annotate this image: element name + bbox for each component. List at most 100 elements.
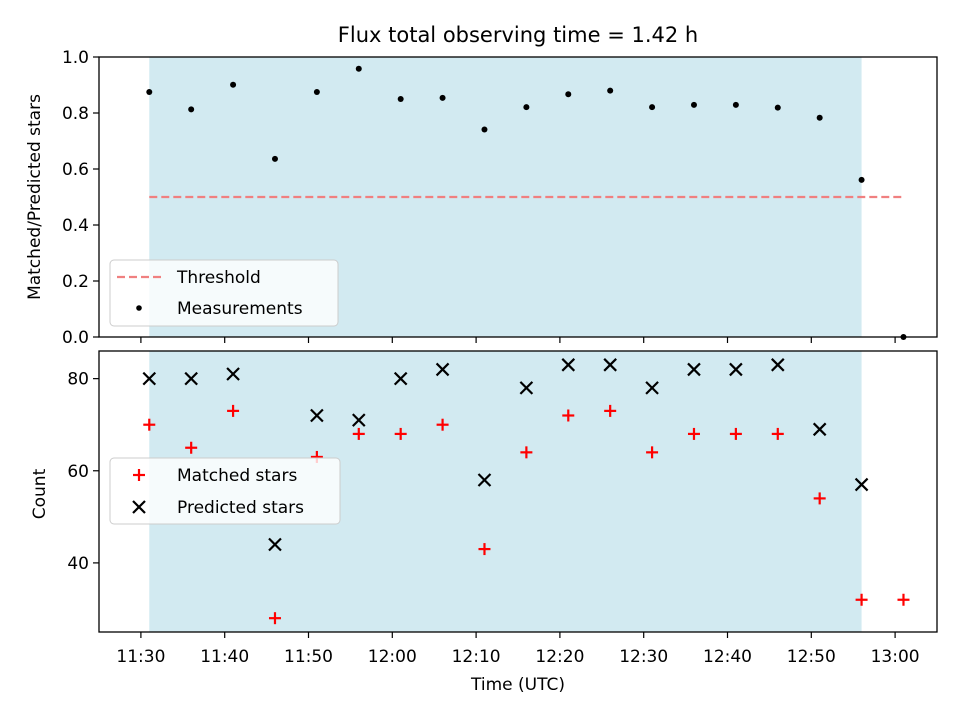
x-tick-label: 11:40 [200, 647, 249, 667]
top-y-tick-label: 0.2 [62, 272, 89, 292]
predicted-star-point [352, 413, 366, 427]
measurement-point [774, 104, 781, 111]
matched-star-point [604, 404, 617, 417]
legend-measurements-label: Measurements [177, 299, 303, 319]
matched-star-point [143, 418, 156, 431]
predicted-star-point [519, 381, 534, 395]
x-axis-label: Time (UTC) [470, 675, 565, 695]
bottom-y-tick-label: 60 [67, 462, 89, 482]
matched-star-point [646, 446, 659, 459]
top-y-axis-label: Matched/Predicted stars [25, 94, 45, 300]
predicted-star-point [435, 362, 450, 377]
matched-star-point [813, 492, 826, 505]
top-y-tick-label: 0.8 [62, 104, 89, 124]
legend-predicted-swatch [132, 500, 146, 514]
measurement-point [397, 96, 404, 102]
predicted-star-point [561, 358, 576, 372]
measurement-point [816, 114, 823, 121]
legend-measurements-swatch [136, 305, 142, 311]
predicted-star-point [184, 371, 198, 386]
measurement-point [439, 94, 446, 101]
legend-matched-swatch [133, 469, 145, 481]
top-panel: 0.0 0.2 0.4 0.6 0.8 1.0 Matched/Predicted sta… [25, 48, 938, 348]
top-y-tick-label: 1.0 [62, 48, 89, 68]
measurement-point [146, 89, 153, 95]
measurement-point [271, 155, 278, 162]
measurement-point [188, 106, 195, 113]
predicted-star-point [645, 381, 659, 395]
matched-star-point [520, 446, 533, 459]
predicted-star-point [771, 358, 785, 372]
predicted-star-point [477, 473, 492, 487]
bottom-legend: Matched stars Predicted stars [109, 457, 341, 525]
predicted-star-point [142, 371, 157, 386]
matched-star-point [227, 404, 240, 417]
legend-predicted-label: Predicted stars [177, 498, 304, 518]
bottom-y-tick-label: 40 [67, 554, 89, 574]
bottom-matched-layer [143, 404, 910, 625]
measurement-point [690, 101, 697, 108]
top-x-ticks [140, 337, 896, 343]
x-tick-label: 12:50 [787, 647, 836, 667]
predicted-star-point [268, 537, 282, 552]
x-tick-label: 11:30 [116, 647, 165, 667]
legend-threshold-label: Threshold [176, 268, 261, 288]
x-tick-label: 12:20 [535, 647, 584, 667]
matched-star-point [687, 427, 700, 440]
x-tick-label: 12:10 [452, 647, 501, 667]
matched-star-point [478, 543, 491, 556]
measurement-point [230, 81, 237, 88]
matched-star-point [855, 593, 868, 606]
predicted-star-point [812, 422, 827, 437]
top-y-tick-label: 0.6 [62, 160, 89, 180]
matched-star-point [185, 441, 198, 454]
measurement-point [607, 87, 614, 94]
predicted-star-point [393, 371, 408, 386]
measurement-point [565, 91, 572, 98]
matched-star-point [729, 427, 742, 440]
matched-star-point [394, 427, 407, 440]
matched-star-point [562, 409, 575, 422]
matched-star-point [436, 418, 449, 431]
top-legend-box [109, 259, 339, 327]
bottom-y-tick-label: 80 [67, 370, 89, 390]
predicted-star-point [226, 367, 240, 381]
x-tick-label: 13:00 [871, 647, 920, 667]
measurement-point [732, 101, 739, 108]
top-measurements-layer [146, 65, 907, 340]
bottom-axes-frame [98, 350, 938, 633]
predicted-star-point [603, 358, 617, 372]
x-tick-label: 12:40 [703, 647, 752, 667]
x-tick-label: 12:00 [368, 647, 417, 667]
top-legend: Threshold Measurements [109, 259, 339, 327]
top-y-ticks: 0.0 0.2 0.4 0.6 0.8 1.0 [62, 48, 99, 348]
bottom-predicted-layer [142, 358, 869, 552]
measurement-point [858, 176, 865, 183]
bottom-panel: 40 60 80 11:30 11:40 11:50 12:00 12:10 12:20 12:… [30, 350, 938, 695]
measurement-point [649, 104, 656, 111]
measurement-point [481, 126, 488, 133]
predicted-star-point [687, 362, 701, 377]
matched-star-point [771, 427, 784, 440]
x-tick-label: 11:50 [284, 647, 333, 667]
predicted-star-point [729, 362, 743, 377]
top-y-tick-label: 0.4 [62, 216, 89, 236]
bottom-x-ticks: 11:30 11:40 11:50 12:00 12:10 12:20 12:30 12:40… [116, 632, 920, 667]
measurement-point [313, 89, 320, 95]
matched-star-point [352, 427, 365, 440]
top-axes-frame [98, 56, 938, 338]
measurement-point [355, 65, 362, 72]
legend-matched-label: Matched stars [177, 466, 297, 486]
top-y-tick-label: 0.0 [62, 328, 89, 348]
matched-star-point [268, 612, 281, 625]
x-tick-label: 12:30 [619, 647, 668, 667]
matched-star-point [897, 593, 910, 606]
measurement-point [523, 104, 530, 111]
chart-title: Flux total observing time = 1.42 h [338, 23, 698, 47]
bottom-y-ticks: 40 60 80 [67, 370, 99, 574]
predicted-star-point [310, 408, 324, 423]
predicted-star-point [854, 477, 869, 492]
bottom-y-axis-label: Count [30, 468, 50, 519]
bottom-legend-box [109, 457, 341, 525]
